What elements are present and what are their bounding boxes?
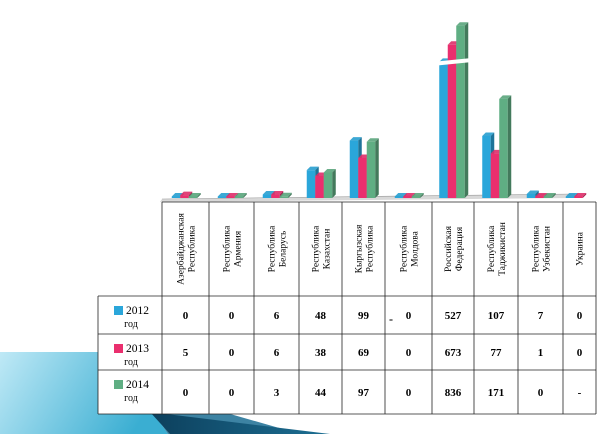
legend-cells: 2012 год 2013 год 2014 год <box>114 305 149 404</box>
value-cell: 7 <box>538 310 544 322</box>
value-cell: 0 <box>229 310 235 322</box>
value-cell: 836 <box>445 387 462 399</box>
legend-unit: год <box>124 357 138 368</box>
category-label: РоссийскаяФедерация <box>443 225 465 272</box>
bar <box>543 193 556 198</box>
value-cell: 77 <box>491 347 503 359</box>
legend-swatch <box>114 306 123 315</box>
value-cells: 0 0 6 48 99 0 527 107 7 0 5 0 6 38 69 0 673 77 1 0 0 0 3 44 97 0 8… <box>183 310 583 399</box>
value-cell: 0 <box>229 347 235 359</box>
value-cell: 0 <box>229 387 235 399</box>
bar <box>574 193 587 198</box>
legend-unit: год <box>124 319 138 330</box>
category-label: РеспубликаКазахстан <box>311 225 333 272</box>
bar <box>411 193 424 198</box>
value-cell: 0 <box>183 310 189 322</box>
value-cell: 6 <box>274 310 280 322</box>
value-cell: 0 <box>406 347 412 359</box>
value-cell: 171 <box>488 387 505 399</box>
bar <box>279 192 292 198</box>
value-cell: 0 <box>406 387 412 399</box>
value-cell: 0 <box>183 387 189 399</box>
stray-dash-mark: - <box>389 312 393 326</box>
value-cell: 0 <box>577 347 583 359</box>
category-label: РеспубликаМолдова <box>399 225 421 272</box>
table-grid <box>97 201 597 415</box>
legend-year: 2014 <box>126 379 149 391</box>
bar <box>188 193 201 198</box>
legend-unit: год <box>124 393 138 404</box>
legend-item: 2012 год <box>114 305 149 330</box>
legend-swatch <box>114 380 123 389</box>
category-label: РеспубликаАрмения <box>222 225 244 272</box>
category-label: Украина <box>576 231 586 266</box>
value-cell: 48 <box>315 310 327 322</box>
legend-item: 2013 год <box>114 343 149 368</box>
category-label: АзербайджанскаяРеспублика <box>176 213 198 285</box>
bars-group <box>171 22 587 198</box>
category-label: КыргызскаяРеспублика <box>355 224 376 273</box>
category-labels: АзербайджанскаяРеспублика РеспубликаАрмен… <box>176 213 586 285</box>
value-cell: 0 <box>406 310 412 322</box>
category-label: РеспубликаБеларусь <box>267 225 289 272</box>
value-cell: 44 <box>315 387 327 399</box>
bar <box>234 193 247 198</box>
bar <box>323 168 336 198</box>
bar <box>499 95 512 198</box>
bar <box>456 22 469 198</box>
value-cell: 0 <box>538 387 544 399</box>
value-cell: 69 <box>358 347 370 359</box>
value-cell: - <box>578 387 582 399</box>
value-cell: 107 <box>488 310 505 322</box>
category-label: РеспубликаТаджикистан <box>486 222 508 276</box>
value-cell: 6 <box>274 347 280 359</box>
legend-year: 2013 <box>126 343 149 355</box>
axis-break <box>431 58 473 66</box>
value-cell: 5 <box>183 347 189 359</box>
value-cell: 99 <box>358 310 370 322</box>
legend-year: 2012 <box>126 305 149 317</box>
data-table: АзербайджанскаяРеспублика РеспубликаАрмен… <box>97 201 597 415</box>
bar <box>366 138 379 198</box>
value-cell: 527 <box>445 310 462 322</box>
value-cell: 1 <box>538 347 544 359</box>
legend-item: 2014 год <box>114 379 149 404</box>
legend-swatch <box>114 344 123 353</box>
value-cell: 3 <box>274 387 280 399</box>
value-cell: 673 <box>445 347 462 359</box>
value-cell: 97 <box>358 387 370 399</box>
value-cell: 0 <box>577 310 583 322</box>
value-cell: 38 <box>315 347 327 359</box>
table-background <box>98 202 596 414</box>
category-label: РеспубликаУзбекистан <box>531 225 553 272</box>
